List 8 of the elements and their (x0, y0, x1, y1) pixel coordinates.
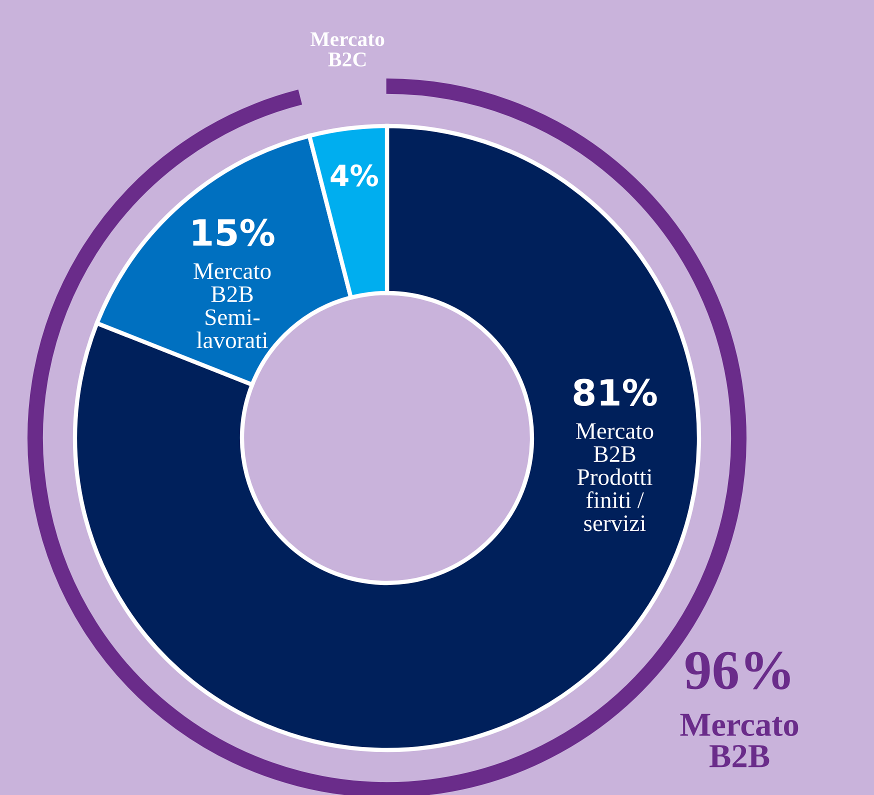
data-label: 4% (330, 164, 378, 186)
text: Mercato B2B (680, 714, 798, 768)
slice-label: Mercato B2B Prodotti finiti / servizi (576, 423, 654, 532)
text: 96% (686, 652, 790, 690)
data-label: 81% (574, 378, 657, 406)
slice-label: Mercato B2C (310, 32, 384, 67)
slice-label: Mercato B2B Semi- lavorati (194, 263, 271, 348)
data-label: 15% (193, 218, 274, 246)
